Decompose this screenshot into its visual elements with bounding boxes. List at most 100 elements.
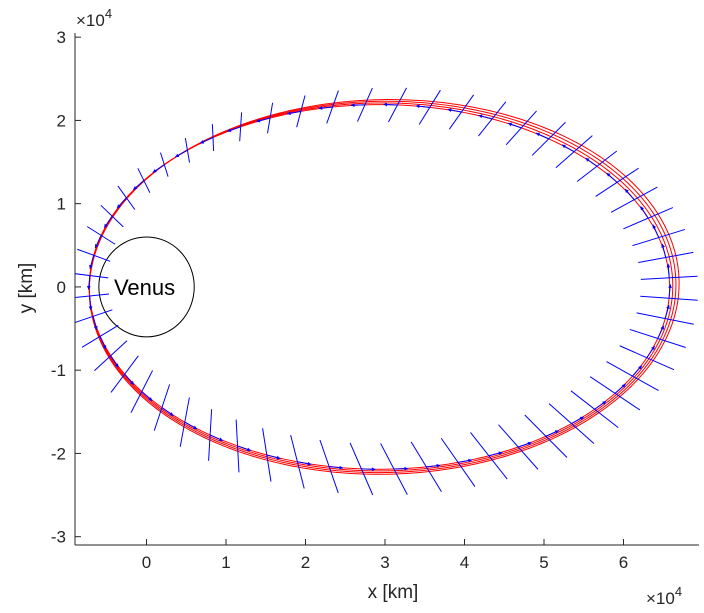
velocity-arrowhead-53 xyxy=(104,223,108,228)
x-tick-label: 5 xyxy=(539,553,548,572)
velocity-arrowhead-29 xyxy=(666,263,671,268)
thrust-vector-41 xyxy=(418,89,441,125)
y-tick-label: 3 xyxy=(57,28,66,47)
x-tick-label: 1 xyxy=(221,553,230,572)
thrust-vector-14 xyxy=(349,442,374,496)
velocity-arrowhead-32 xyxy=(640,206,645,211)
velocity-arrowhead-38 xyxy=(508,122,513,127)
x-exponent-power: 4 xyxy=(675,584,682,599)
velocity-arrowhead-5 xyxy=(130,380,134,385)
x-tick-label: 3 xyxy=(380,553,389,572)
x-tick-label: 6 xyxy=(619,553,628,572)
velocity-arrowhead-8 xyxy=(192,425,197,430)
thrust-vector-4 xyxy=(94,340,128,371)
velocity-arrowhead-50 xyxy=(152,169,157,173)
plot-clipped-group: Venus xyxy=(75,87,698,496)
velocity-arrowhead-47 xyxy=(227,128,232,133)
velocity-arrowhead-33 xyxy=(625,189,629,194)
velocity-arrowhead-20 xyxy=(554,430,559,434)
velocity-arrowhead-54 xyxy=(94,244,99,249)
y-tick-label: 0 xyxy=(57,278,66,297)
velocity-arrowhead-2 xyxy=(93,326,98,330)
venus-circle xyxy=(98,236,195,338)
orbit-line-4 xyxy=(88,99,680,475)
velocity-arrowhead-37 xyxy=(536,132,541,137)
velocity-arrowhead-55 xyxy=(89,264,93,269)
thrust-vector-13 xyxy=(319,439,339,494)
plot-area: Venus xyxy=(75,87,698,496)
velocity-arrowhead-26 xyxy=(660,325,664,330)
velocity-arrowhead-11 xyxy=(276,455,281,460)
velocity-arrowhead-7 xyxy=(169,412,174,416)
thrust-vector-10 xyxy=(235,419,240,473)
velocity-arrowhead-25 xyxy=(651,346,655,351)
axes: 0 1 2 3 4 5 6 -3 -2 -1 0 1 2 3 xyxy=(51,28,699,572)
velocity-arrowhead-18 xyxy=(498,451,503,456)
velocity-arrowhead-3 xyxy=(102,345,107,350)
velocity-arrowhead-16 xyxy=(436,463,441,468)
velocity-arrowhead-27 xyxy=(666,305,670,309)
thrust-vector-19 xyxy=(498,424,539,470)
thrust-vector-21 xyxy=(548,403,595,444)
velocity-arrowhead-46 xyxy=(256,118,261,123)
velocity-arrowhead-9 xyxy=(218,437,223,442)
velocity-arrowhead-49 xyxy=(175,153,180,158)
velocity-arrowhead-17 xyxy=(468,458,472,463)
velocity-arrowhead-39 xyxy=(478,114,483,119)
thrust-vector-30 xyxy=(638,251,694,264)
velocity-arrowhead-45 xyxy=(287,111,291,116)
velocity-arrowhead-21 xyxy=(579,416,584,421)
y-axis-label: y [km] xyxy=(16,263,37,314)
velocity-arrowhead-40 xyxy=(447,108,452,113)
thrust-vector-33 xyxy=(610,186,658,213)
y-exponent-power: 4 xyxy=(105,6,112,21)
y-exponent-label: ×104 xyxy=(76,6,112,30)
x-exponent-base: ×10 xyxy=(646,589,675,608)
velocity-arrowhead-35 xyxy=(585,158,590,162)
x-axis-label: x [km] xyxy=(368,582,419,603)
velocity-arrowhead-41 xyxy=(415,104,420,109)
velocity-arrowhead-30 xyxy=(661,243,665,248)
velocity-arrowhead-34 xyxy=(606,172,611,177)
velocity-arrowhead-43 xyxy=(350,103,355,108)
velocity-arrowhead-31 xyxy=(652,224,657,229)
velocity-arrowhead-1 xyxy=(88,306,93,310)
velocity-arrowhead-12 xyxy=(307,461,312,466)
velocity-arrowhead-6 xyxy=(148,397,153,401)
velocity-arrowhead-13 xyxy=(339,465,344,470)
x-tick-label: 4 xyxy=(460,553,469,572)
thrust-vector-3 xyxy=(81,324,119,348)
y-tick-label: -2 xyxy=(51,444,66,463)
thrust-vector-8 xyxy=(179,397,190,447)
x-tick-label: 2 xyxy=(301,553,310,572)
velocity-arrowhead-44 xyxy=(318,106,323,110)
thrust-vector-2 xyxy=(75,309,113,324)
velocity-arrowhead-36 xyxy=(561,144,566,149)
velocity-arrowhead-14 xyxy=(371,467,376,472)
venus-label: Venus xyxy=(114,275,175,300)
x-tick-label: 0 xyxy=(142,553,151,572)
velocity-arrowhead-24 xyxy=(638,365,642,370)
velocity-arrowhead-19 xyxy=(527,441,532,446)
velocity-arrowhead-56 xyxy=(86,285,91,290)
x-exponent-label: ×104 xyxy=(646,584,682,608)
y-tick-label: -1 xyxy=(51,361,66,380)
velocity-arrowhead-23 xyxy=(621,384,626,388)
thrust-vector-52 xyxy=(117,185,136,210)
thrust-vector-11 xyxy=(262,428,272,482)
y-exponent-base: ×10 xyxy=(76,11,105,30)
thrust-vector-45 xyxy=(296,95,306,128)
velocity-arrowhead-51 xyxy=(133,185,138,190)
velocity-arrowhead-4 xyxy=(114,363,119,368)
velocity-arrowhead-42 xyxy=(383,102,388,107)
velocity-arrowhead-15 xyxy=(404,466,408,471)
thrust-vector-23 xyxy=(589,376,641,411)
y-tick-label: 2 xyxy=(57,111,66,130)
velocity-arrowhead-28 xyxy=(668,284,672,289)
velocity-arrowhead-22 xyxy=(602,401,607,405)
y-tick-label: 1 xyxy=(57,195,66,214)
thrust-vector-49 xyxy=(184,137,191,163)
velocity-arrowhead-48 xyxy=(200,140,205,144)
